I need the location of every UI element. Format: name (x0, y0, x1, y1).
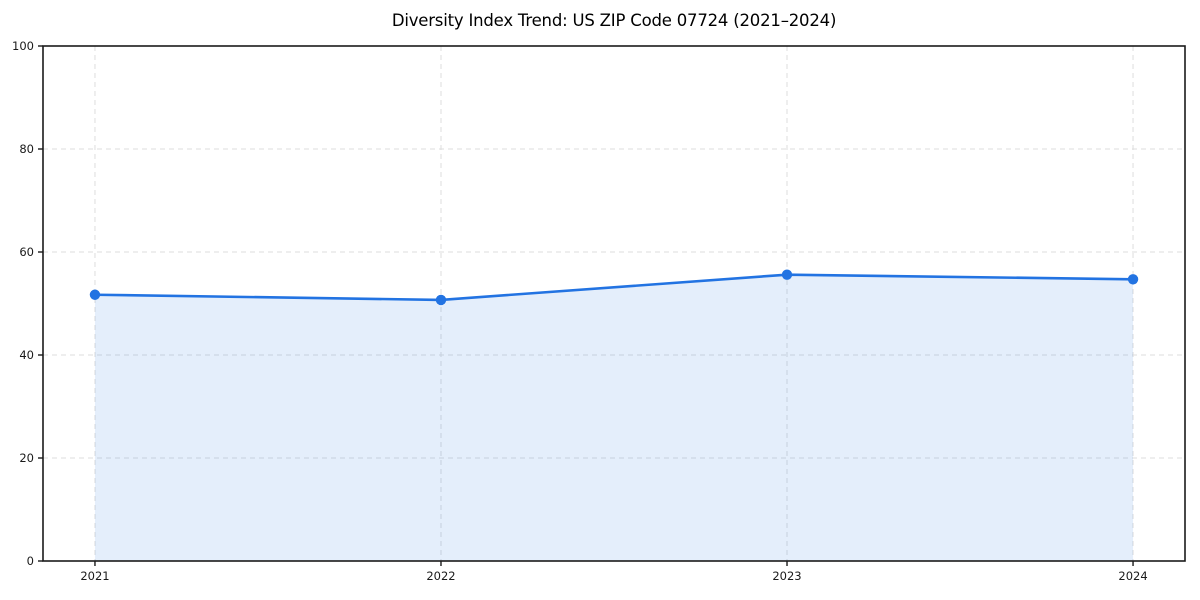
data-point-2021 (89, 289, 101, 300)
x-tick-label: 2022 (426, 569, 455, 583)
plot-border (42, 45, 1186, 562)
y-tick-label: 100 (12, 39, 34, 53)
x-tick-label: 2023 (772, 569, 801, 583)
y-tick-label: 20 (19, 451, 34, 465)
chart-title: Diversity Index Trend: US ZIP Code 07724… (391, 11, 837, 30)
area-fill (94, 274, 1134, 561)
data-point-2023 (781, 269, 793, 280)
y-tick-label: 60 (19, 245, 34, 259)
y-tick-label: 40 (19, 348, 34, 362)
x-tick-label: 2024 (1118, 569, 1147, 583)
y-tick-label: 80 (19, 142, 34, 156)
data-point-2022 (435, 294, 447, 306)
data-point-2024 (1127, 274, 1139, 285)
x-tick-label: 2021 (80, 569, 109, 583)
trend-line (93, 273, 1135, 302)
y-tick-label: 0 (27, 554, 34, 568)
